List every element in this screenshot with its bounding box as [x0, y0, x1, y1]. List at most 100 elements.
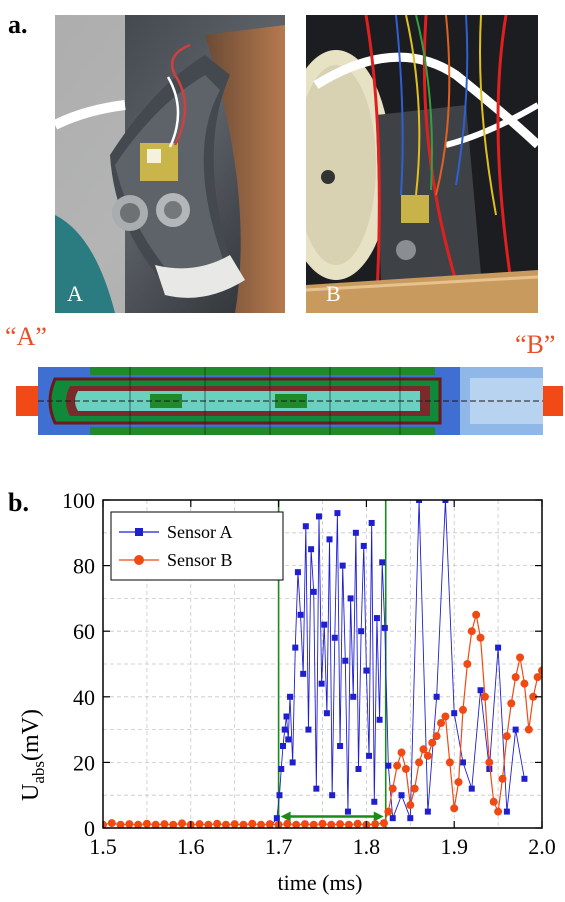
data-point-sensor-a [373, 615, 380, 622]
data-point-sensor-a [468, 785, 475, 792]
data-point-sensor-a [451, 710, 458, 717]
y-tick-label: 100 [62, 488, 95, 513]
data-point-sensor-b [445, 758, 454, 767]
data-point-sensor-a [331, 634, 338, 641]
data-point-sensor-a [344, 808, 351, 815]
data-point-sensor-a [495, 644, 502, 651]
data-point-sensor-a [278, 765, 285, 772]
end-label-right: “B” [515, 330, 556, 359]
data-point-sensor-b [529, 692, 538, 701]
data-point-sensor-a [323, 710, 330, 717]
data-point-sensor-b [327, 820, 336, 828]
y-tick-label: 40 [73, 685, 95, 710]
chart-ticks: 1.5 1.6 1.7 1.8 1.9 2.0 0 20 40 60 80 100 [62, 488, 556, 859]
data-point-sensor-b [419, 745, 428, 754]
data-point-sensor-b [406, 801, 415, 810]
data-point-sensor-a [424, 808, 431, 815]
photo-left-label: A [67, 281, 83, 306]
chart-container: 1.5 1.6 1.7 1.8 1.9 2.0 0 20 40 60 80 100 time (ms)… [0, 480, 565, 897]
series-line-sensor-a [103, 500, 525, 828]
data-point-sensor-b [476, 633, 485, 642]
data-point-sensor-b [538, 666, 542, 675]
y-tick-label: 80 [73, 554, 95, 579]
data-point-sensor-b [204, 820, 213, 828]
photo-sensor-a: A [55, 15, 285, 313]
data-point-sensor-b [257, 820, 266, 828]
data-point-sensor-a [368, 519, 375, 526]
end-label-left: “A” [5, 322, 47, 351]
data-point-sensor-b [379, 819, 388, 828]
chart-labels: time (ms) Uabs(mV) [18, 709, 362, 895]
data-point-sensor-b [463, 660, 472, 668]
data-point-sensor-a [276, 792, 283, 799]
data-point-sensor-b [393, 761, 402, 770]
data-point-sensor-b [410, 784, 419, 793]
y-axis-label-main: U [18, 784, 44, 801]
data-point-sensor-b [309, 820, 318, 828]
photo-sensor-b-image [306, 15, 538, 313]
data-point-sensor-b [441, 712, 450, 721]
photo-right-label: B [326, 281, 341, 306]
chart-legend: Sensor A Sensor B [110, 511, 284, 581]
data-point-sensor-a [273, 815, 280, 822]
data-point-sensor-a [313, 785, 320, 792]
chart-series [103, 500, 542, 828]
data-point-sensor-b [502, 732, 511, 741]
data-point-sensor-b [178, 819, 187, 828]
legend-marker-circle [134, 555, 144, 565]
panel-b-letter: b. [8, 488, 29, 517]
data-point-sensor-b [292, 820, 301, 828]
data-point-sensor-b [498, 774, 507, 783]
data-point-sensor-b [142, 819, 151, 828]
data-point-sensor-a [279, 743, 286, 749]
data-point-sensor-b [125, 820, 134, 828]
x-axis-label: time (ms) [278, 870, 363, 895]
data-point-sensor-b [344, 820, 353, 828]
legend-marker-square [135, 528, 143, 536]
data-point-sensor-b [507, 699, 516, 708]
data-point-sensor-a [459, 759, 466, 766]
data-point-sensor-a [398, 792, 405, 799]
data-point-sensor-b [485, 758, 494, 767]
data-point-sensor-b [134, 820, 143, 828]
data-point-sensor-a [433, 693, 440, 700]
data-point-sensor-b [388, 784, 397, 793]
data-point-sensor-a [334, 510, 341, 517]
data-point-sensor-b [454, 778, 463, 787]
data-point-sensor-b [160, 820, 169, 828]
data-point-sensor-a [363, 667, 370, 674]
data-point-sensor-a [347, 595, 354, 602]
photo-sensor-b: B [306, 15, 538, 313]
data-point-sensor-a [416, 500, 423, 503]
data-point-sensor-a [355, 765, 362, 772]
photo-sensor-a-image [55, 15, 285, 313]
data-point-sensor-b [239, 820, 248, 828]
y-axis-label-sub: abs [29, 761, 48, 784]
data-point-sensor-b [283, 819, 292, 828]
data-point-sensor-b [533, 673, 542, 682]
data-point-sensor-a [326, 536, 333, 543]
data-point-sensor-b [480, 692, 489, 701]
delay-arrow-head-left [280, 811, 291, 822]
data-point-sensor-a [371, 798, 378, 805]
data-point-sensor-b [489, 797, 498, 806]
data-point-sensor-a [442, 500, 449, 503]
data-point-sensor-b [384, 807, 393, 816]
end-block-right [543, 386, 563, 416]
data-point-sensor-a [407, 815, 414, 822]
data-point-sensor-a [360, 542, 367, 549]
data-point-sensor-b [450, 804, 459, 813]
data-point-sensor-b [494, 807, 503, 816]
data-point-sensor-b [336, 820, 345, 828]
delay-arrow-head-right [373, 811, 384, 822]
chart-frame [102, 499, 543, 829]
data-point-sensor-b [437, 719, 446, 728]
data-point-sensor-a [477, 687, 484, 694]
data-point-sensor-a [289, 759, 296, 766]
x-tick-label: 1.6 [177, 834, 205, 859]
data-point-sensor-a [283, 713, 290, 720]
data-point-sensor-a [292, 644, 299, 651]
x-tick-label: 2.0 [528, 834, 556, 859]
data-point-sensor-a [379, 559, 386, 566]
legend-label: Sensor A [167, 522, 233, 542]
